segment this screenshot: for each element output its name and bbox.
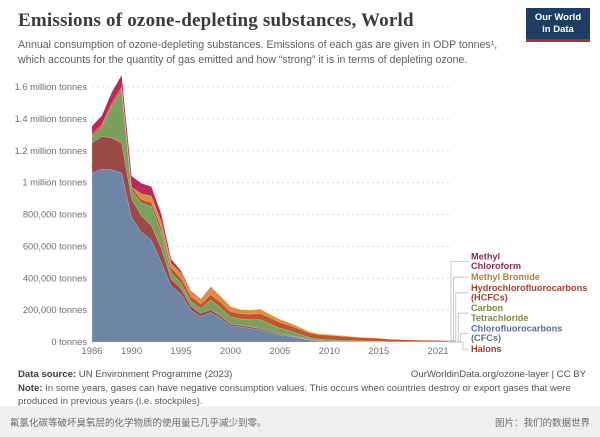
image-credit-zh: 图片：我们的数据世界: [494, 417, 590, 429]
y-tick-label: 400,000 tonnes: [23, 273, 87, 283]
page-title: Emissions of ozone-depleting substances,…: [18, 10, 414, 31]
data-source-value: UN Environment Programme (2023): [78, 369, 233, 380]
x-tick-label: 2010: [319, 346, 340, 357]
chart-subtitle: Annual consumption of ozone-depleting su…: [18, 39, 498, 67]
x-tick-label: 1990: [121, 346, 142, 357]
note-text: In some years, gases can have negative c…: [18, 383, 571, 408]
y-tick-label: 800,000 tonnes: [23, 210, 87, 220]
owid-logo-line2: in Data: [542, 23, 574, 35]
caption-text-zh: 氟氯化碳等破坏臭氧层的化学物质的使用量已几乎减少到零。: [10, 417, 267, 429]
x-tick-label: 1986: [81, 346, 102, 357]
y-tick-label: 1.4 million tonnes: [15, 114, 88, 124]
legend-item-halons[interactable]: Halons: [471, 344, 502, 354]
chart-card: Emissions of ozone-depleting substances,…: [0, 0, 600, 409]
data-source: Data source: UN Environment Programme (2…: [18, 369, 232, 380]
note-label: Note:: [18, 383, 43, 394]
legend-connector-carbon_tetrachloride: [448, 312, 469, 343]
y-tick-label: 1.6 million tonnes: [15, 82, 88, 92]
legend-item-carbon_tetrachloride[interactable]: Carbon Tetrachloride: [471, 303, 529, 323]
x-tick-label: 2015: [368, 346, 389, 357]
y-tick-label: 0 tonnes: [51, 337, 87, 347]
chart-footer: Data source: UN Environment Programme (2…: [18, 369, 586, 409]
x-tick-label: 1995: [170, 346, 191, 357]
stacked-area-chart: 0 tonnes 200,000 tonnes 400,000 tonnes 600,…: [15, 74, 587, 357]
owid-logo-line1: Our World: [534, 12, 582, 24]
legend-item-hcfcs[interactable]: Hydrochlorofluorocarbons (HCFCs): [471, 283, 587, 303]
legend-item-methyl_chloroform[interactable]: Methyl Chloroform: [471, 252, 521, 272]
legend-item-cfcs[interactable]: Chlorofluorocarbons (CFCs): [471, 324, 562, 344]
caption-strip: 氟氯化碳等破坏臭氧层的化学物质的使用量已几乎减少到零。 图片：我们的数据世界: [0, 406, 600, 437]
legend-connector-hcfcs: [448, 292, 469, 342]
legend-connector-halons: [448, 341, 469, 350]
x-tick-label: 2005: [269, 346, 290, 357]
owid-link[interactable]: OurWorldinData.org/ozone-layer | CC BY: [410, 369, 586, 380]
data-source-label: Data source:: [18, 369, 77, 380]
y-tick-label: 200,000 tonnes: [23, 305, 87, 315]
legend-connector-methyl_bromide: [448, 276, 469, 341]
owid-logo: Our World in Data: [526, 8, 590, 42]
legend-item-methyl_bromide[interactable]: Methyl Bromide: [471, 272, 540, 282]
y-tick-label: 600,000 tonnes: [23, 241, 87, 251]
x-tick-label: 2021: [428, 346, 449, 357]
area-methyl_chloroform[interactable]: [91, 74, 449, 341]
y-tick-label: 1.2 million tonnes: [15, 146, 88, 156]
chart-header: Emissions of ozone-depleting substances,…: [18, 10, 518, 69]
y-tick-label: 1 million tonnes: [22, 178, 87, 188]
x-tick-label: 2000: [220, 346, 241, 357]
